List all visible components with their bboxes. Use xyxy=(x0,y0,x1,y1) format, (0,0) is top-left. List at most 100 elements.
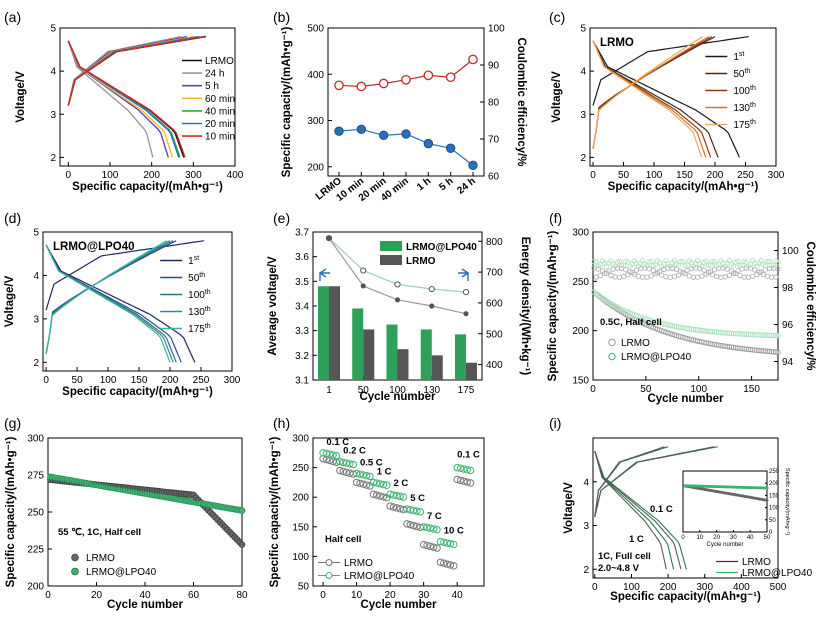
capacity-point-LRMO@LPO40 xyxy=(423,523,431,532)
curve-discharge xyxy=(594,450,687,570)
capacity-point-LRMO xyxy=(443,560,451,568)
x-tick-label: 500 xyxy=(770,582,787,593)
efficiency-point xyxy=(378,78,389,89)
y-tick-label: 50 xyxy=(298,582,310,593)
legend-entry: LRMO xyxy=(205,56,234,67)
capacity-point-LRMO@LPO40 xyxy=(389,491,398,499)
x-tick-label: 0 xyxy=(43,375,49,386)
capacity-point-LRMO xyxy=(362,481,371,489)
efficiency-point-LRMO xyxy=(718,274,724,280)
x-tick-label: 60 xyxy=(188,590,200,601)
efficiency-point-LRMO xyxy=(659,272,665,278)
capacity-point-LRMO xyxy=(456,476,465,485)
x-axis-label: Specific capacity/(mAh•g⁻¹) xyxy=(62,386,213,398)
y2-tick-label: 500 xyxy=(486,329,503,340)
efficiency-point-LRMO@LPO40 xyxy=(762,263,768,269)
capacity-point-LRMO xyxy=(409,521,418,530)
series-discharge-1st xyxy=(45,244,196,363)
efficiency-point xyxy=(468,54,478,65)
panel-h: (h) 0 10 20 30 40 50 100 150 200 250 300 Cycle numbe… xyxy=(269,415,485,611)
y-axis-label: Average voltage/V xyxy=(267,256,279,356)
bar-LRMO xyxy=(397,349,409,380)
capacity-point-LRMO@LPO40 xyxy=(322,449,331,458)
capacity-point-LRMO@LPO40 xyxy=(238,507,246,514)
y-tick-label: 2 xyxy=(583,565,589,576)
efficiency-point-LRMO xyxy=(737,273,743,279)
x-axis-label: Specific capacity/(mAh•g⁻¹) xyxy=(610,591,761,603)
capacity-point-LRMO@LPO40 xyxy=(346,460,354,468)
efficiency-point-LRMO xyxy=(621,273,627,280)
x-tick-label: 0 xyxy=(66,170,72,181)
capacity-point-LRMO xyxy=(238,541,246,548)
efficiency-point-LRMO xyxy=(595,266,601,272)
capacity-point-LRMO@LPO40 xyxy=(373,479,381,487)
x-tick-label: 100 xyxy=(102,170,119,181)
capacity-point-LRMO xyxy=(419,540,428,549)
y2-tick-label: 98 xyxy=(782,283,794,294)
series-charge-50th xyxy=(45,240,177,354)
panel-e: (e) 3.1 3.2 3.3 3.4 3.5 3.6 3.7 400 500 600 700 800 1… xyxy=(267,210,531,403)
x-tick-label: 50 xyxy=(72,375,84,386)
capacity-point-LRMO@LPO40 xyxy=(339,458,347,467)
legend-marker xyxy=(325,559,333,566)
capacity-point-LRMO xyxy=(336,466,344,475)
efficiency-point-LRMO xyxy=(650,267,656,274)
rate-label: 5 C xyxy=(410,493,425,504)
capacity-point-LRMO xyxy=(433,544,441,552)
legend-entry: 100th xyxy=(188,289,211,301)
efficiency-point-LRMO xyxy=(608,272,614,279)
y-tick-label: 3.3 xyxy=(295,326,309,337)
capacity-point-LRMO@LPO40 xyxy=(379,480,388,489)
panel-title: LRMO@LPO40 xyxy=(53,241,135,253)
capacity-point-LRMO@LPO40 xyxy=(403,505,411,513)
legend-marker xyxy=(608,338,616,347)
capacity-point-LRMO xyxy=(342,468,351,477)
inset-x-tick-label: 50 xyxy=(764,535,771,541)
y-tick-label: 5 xyxy=(50,24,56,35)
plot-frame xyxy=(327,27,485,177)
series-charge-175th xyxy=(45,240,168,354)
legend-entry: LRMO xyxy=(86,553,115,564)
y-tick-label: 200 xyxy=(307,162,324,173)
rate-label: 10 C xyxy=(444,526,464,537)
efficiency-point-LRMO xyxy=(735,268,741,274)
legend-marker xyxy=(325,572,333,579)
efficiency-point-LRMO@LPO40 xyxy=(766,258,773,265)
x-tick-label: 200 xyxy=(707,170,724,181)
capacity-point-LRMO@LPO40 xyxy=(426,524,435,532)
x-tick-label: 30 xyxy=(418,590,430,601)
efficiency-point-LRMO xyxy=(686,273,692,279)
efficiency-point-LRMO@LPO40 xyxy=(646,259,652,265)
x-axis-label: Cycle number xyxy=(647,393,724,405)
efficiency-point-LRMO xyxy=(709,272,716,278)
y2-tick-label: 700 xyxy=(486,268,503,279)
y-tick-label: 275 xyxy=(27,471,44,482)
capacity-point-LRMO@LPO40 xyxy=(332,451,341,460)
series-charge-175th xyxy=(592,36,704,149)
capacity-point-LRMO xyxy=(376,492,384,500)
y-tick-label: 3 xyxy=(580,110,586,121)
efficiency-point-LRMO xyxy=(597,272,604,279)
panel-c: (c) 0 50 100 150 200 250 300 2 3 4 5 Specific capaci… xyxy=(549,9,785,193)
efficiency-point-LRMO@LPO40 xyxy=(671,258,678,264)
efficiency-point-LRMO@LPO40 xyxy=(711,259,718,265)
efficiency-point-LRMO xyxy=(775,266,781,272)
series-discharge-1st xyxy=(592,40,740,158)
efficiency-point-LRMO xyxy=(640,274,646,280)
efficiency-point-LRMO xyxy=(750,273,756,279)
legend-marker xyxy=(71,553,79,562)
efficiency-point-LRMO@LPO40 xyxy=(703,258,709,264)
capacity-point-LRMO xyxy=(356,479,364,487)
y-tick-label: 3.5 xyxy=(295,277,309,288)
x-tick-label: 175 xyxy=(458,385,475,396)
efficiency-point-LRMO@LPO40 xyxy=(591,258,597,265)
capacity-point xyxy=(356,124,367,134)
capacity-point-LRMO xyxy=(379,493,388,501)
capacity-point xyxy=(334,126,344,136)
panel-label: (a) xyxy=(4,9,21,25)
capacity-point-LRMO xyxy=(359,480,367,488)
energy-point xyxy=(462,289,470,296)
